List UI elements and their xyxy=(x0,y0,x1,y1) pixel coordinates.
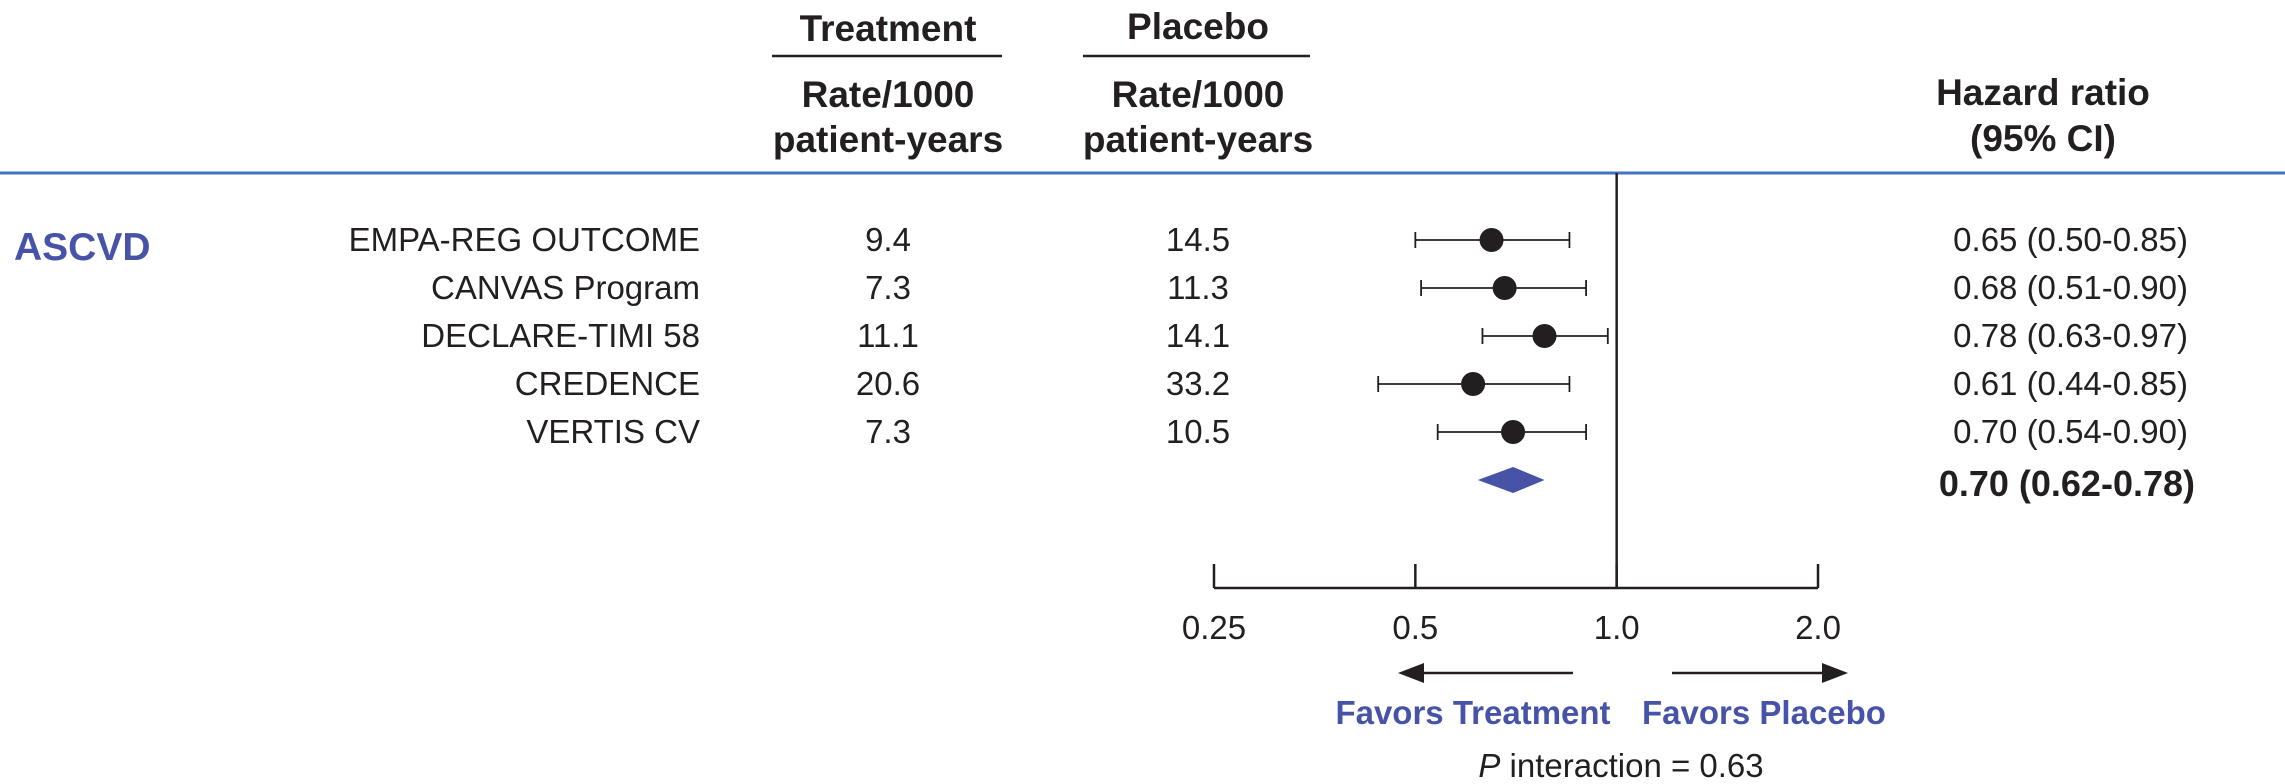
treatment-rate-label-line1: Rate/1000 xyxy=(801,74,975,115)
study-hazard-ratio-text: 0.78 (0.63-0.97) xyxy=(1953,317,2188,354)
placebo-rate: 11.3 xyxy=(1167,269,1229,306)
placebo-column-title: Placebo xyxy=(1127,6,1269,47)
study-name: VERTIS CV xyxy=(526,413,700,450)
treatment-rate: 7.3 xyxy=(865,413,911,450)
p-interaction-value: interaction = 0.63 xyxy=(1500,747,1764,784)
study-hazard-ratio-text: 0.61 (0.44-0.85) xyxy=(1953,365,2188,402)
treatment-rate: 11.1 xyxy=(857,317,919,354)
study-name: CREDENCE xyxy=(514,365,700,402)
x-axis-tick-label: 0.25 xyxy=(1182,609,1246,646)
favors-treatment-label: Favors Treatment xyxy=(1335,694,1611,731)
point-estimate xyxy=(1532,324,1557,348)
treatment-rate: 9.4 xyxy=(865,221,911,258)
placebo-rate: 10.5 xyxy=(1165,413,1231,450)
study-name: CANVAS Program xyxy=(431,269,700,306)
pooled-diamond xyxy=(1477,467,1545,493)
placebo-rate: 14.1 xyxy=(1165,317,1231,354)
hazard-ratio-title-line1: Hazard ratio xyxy=(1936,72,2150,113)
study-name: DECLARE-TIMI 58 xyxy=(421,317,700,354)
pooled-hazard-ratio-text: 0.70 (0.62-0.78) xyxy=(1938,463,2195,504)
point-estimate xyxy=(1492,276,1517,300)
study-hazard-ratio-text: 0.65 (0.50-0.85) xyxy=(1953,221,2188,258)
x-axis-tick-label: 0.5 xyxy=(1392,609,1438,646)
treatment-column-title: Treatment xyxy=(799,8,977,49)
study-hazard-ratio-text: 0.70 (0.54-0.90) xyxy=(1953,413,2188,450)
study-name: EMPA-REG OUTCOME xyxy=(348,221,700,258)
hazard-ratio-title-line2: (95% CI) xyxy=(1970,118,2116,159)
placebo-rate-label-line2: patient-years xyxy=(1082,119,1314,160)
favors-treatment-arrow-icon xyxy=(1398,663,1424,683)
point-estimate xyxy=(1461,372,1486,396)
p-italic: P xyxy=(1478,747,1501,784)
placebo-rate: 14.5 xyxy=(1165,221,1231,258)
p-interaction-text: P interaction = 0.63 xyxy=(1478,749,1763,782)
point-estimate xyxy=(1501,420,1526,444)
favors-placebo-label: Favors Placebo xyxy=(1642,694,1886,731)
treatment-rate: 7.3 xyxy=(865,269,911,306)
x-axis-tick-label: 2.0 xyxy=(1795,609,1841,646)
placebo-rate: 33.2 xyxy=(1165,365,1231,402)
study-hazard-ratio-text: 0.68 (0.51-0.90) xyxy=(1953,269,2188,306)
x-axis-tick-label: 1.0 xyxy=(1594,609,1640,646)
favors-placebo-arrow-icon xyxy=(1822,663,1848,683)
point-estimate xyxy=(1479,228,1504,252)
group-label-ascvd: ASCVD xyxy=(14,226,151,269)
treatment-rate: 20.6 xyxy=(855,365,921,402)
placebo-rate-label-line1: Rate/1000 xyxy=(1111,74,1285,115)
treatment-rate-label-line2: patient-years xyxy=(772,119,1004,160)
